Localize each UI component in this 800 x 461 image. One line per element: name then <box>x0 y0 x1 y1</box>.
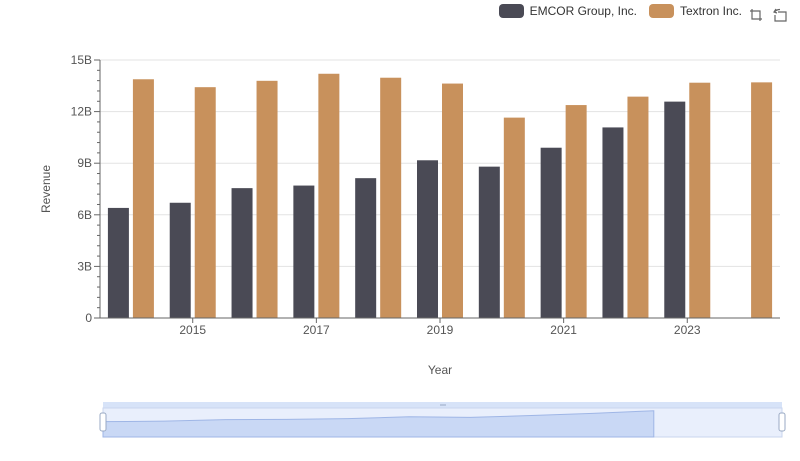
x-tick-label: 2015 <box>179 323 206 337</box>
legend-swatch-textron <box>648 4 674 18</box>
legend: EMCOR Group, Inc. Textron Inc. <box>498 4 742 18</box>
x-tick-label: 2017 <box>303 323 330 337</box>
bar-textron-2018 <box>380 77 402 318</box>
x-tick-label: 2019 <box>427 323 454 337</box>
zoom-handle-right <box>778 412 786 432</box>
bar-emcor-2015 <box>169 202 191 318</box>
bar-emcor-2022 <box>602 127 624 318</box>
bar-emcor-2017 <box>293 185 315 318</box>
y-axis: 0 3B 6B 9B 12B 15B <box>71 53 101 325</box>
bar-emcor-2021 <box>540 147 562 318</box>
bar-textron-2024 <box>751 82 773 318</box>
bar-textron-2016 <box>256 80 278 318</box>
data-zoom-slider[interactable] <box>99 402 786 438</box>
bar-textron-2019 <box>442 83 463 319</box>
bar-textron-2021 <box>565 105 587 319</box>
restore-icon[interactable] <box>772 7 788 23</box>
legend-label-emcor: EMCOR Group, Inc. <box>529 4 637 18</box>
legend-label-textron: Textron Inc. <box>679 4 742 18</box>
y-tick-label: 15B <box>71 53 92 67</box>
zoom-preview-area <box>102 410 655 438</box>
bar-emcor-2023 <box>664 101 686 319</box>
bar-emcor-2014 <box>107 207 129 318</box>
legend-item-emcor[interactable]: EMCOR Group, Inc. <box>498 4 637 18</box>
bar-emcor-2019 <box>417 160 438 318</box>
bar-textron-2023 <box>689 82 711 318</box>
x-tick-label: 2023 <box>674 323 701 337</box>
y-tick-label: 6B <box>77 208 92 222</box>
zoom-handle-left <box>99 412 107 432</box>
bar-textron-2017 <box>318 73 340 318</box>
legend-swatch-emcor <box>498 4 524 18</box>
x-axis: 2015 2017 2019 2021 2023 <box>100 317 780 337</box>
x-tick-label: 2021 <box>550 323 577 337</box>
legend-item-textron[interactable]: Textron Inc. <box>648 4 742 18</box>
bar-textron-2015 <box>194 87 216 319</box>
x-axis-label: Year <box>428 363 452 377</box>
y-tick-label: 0 <box>85 311 92 325</box>
bar-textron-2014 <box>132 79 154 318</box>
bar-textron-2022 <box>627 96 649 318</box>
bars <box>107 73 773 319</box>
y-tick-label: 3B <box>77 259 92 273</box>
y-axis-label: Revenue <box>39 165 53 213</box>
toolbox <box>748 7 788 23</box>
bar-emcor-2020 <box>478 166 500 318</box>
y-tick-label: 9B <box>77 156 92 170</box>
bar-emcor-2018 <box>355 178 377 318</box>
bar-textron-2020 <box>503 117 525 319</box>
y-tick-label: 12B <box>71 105 92 119</box>
bar-emcor-2016 <box>231 188 253 318</box>
zoom-icon[interactable] <box>748 7 764 23</box>
